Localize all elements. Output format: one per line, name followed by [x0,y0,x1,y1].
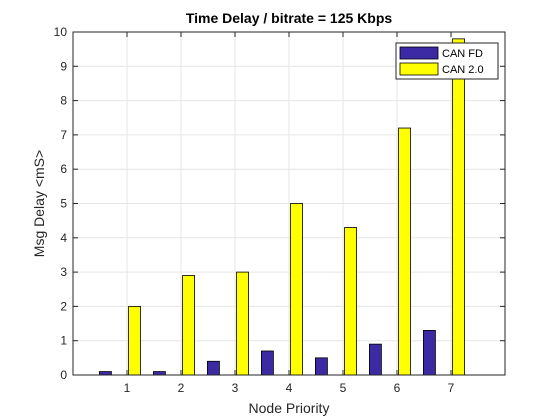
bar-can-2-0-5 [344,227,357,376]
axis-ticks: 0 1 2 3 4 5 6 7 8 9 10 1 2 3 4 5 6 7 [54,25,505,395]
bar-can-fd-7 [422,330,436,376]
y-tick-label: 7 [60,128,67,142]
legend-label: CAN 2.0 [442,64,484,76]
bar-can-fd-5 [314,357,328,376]
legend-label: CAN FD [442,48,483,60]
y-tick-label: 2 [60,299,67,313]
legend-swatch [399,62,439,76]
y-tick-label: 3 [60,265,67,279]
y-tick-label: 4 [60,231,67,245]
y-tick-label: 0 [60,368,67,382]
x-tick-label: 6 [394,381,401,395]
legend: CAN FD CAN 2.0 [395,42,499,80]
y-tick-label: 6 [60,162,67,176]
y-tick-label: 8 [60,94,67,108]
bar-can-2-0-4 [290,203,303,376]
y-tick-label: 10 [54,25,68,39]
y-tick-label: 9 [60,59,67,73]
x-tick-label: 5 [340,381,347,395]
bar-can-fd-4 [260,350,274,376]
x-tick-label: 2 [178,381,185,395]
y-axis-title: Msg Delay <mS> [31,150,47,257]
bar-can-fd-3 [206,360,220,376]
y-tick-label: 5 [60,197,67,211]
bar-can-fd-1 [99,371,112,376]
bar-can-2-0-6 [398,127,411,376]
bar-can-2-0-7 [452,38,465,376]
chart-title: Time Delay / bitrate = 125 Kbps [186,10,393,26]
legend-swatch [399,46,439,60]
bar-can-2-0-3 [236,271,249,376]
bar-can-2-0-2 [182,275,195,376]
x-tick-label: 4 [286,381,293,395]
x-tick-label: 1 [124,381,131,395]
x-axis-title: Node Priority [249,400,330,416]
x-tick-label: 7 [448,381,455,395]
bar-can-fd-2 [152,371,166,376]
bars [99,38,465,376]
x-tick-label: 3 [232,381,239,395]
bar-can-fd-6 [368,343,382,376]
y-tick-label: 1 [60,334,67,348]
bar-can-2-0-1 [128,305,141,376]
